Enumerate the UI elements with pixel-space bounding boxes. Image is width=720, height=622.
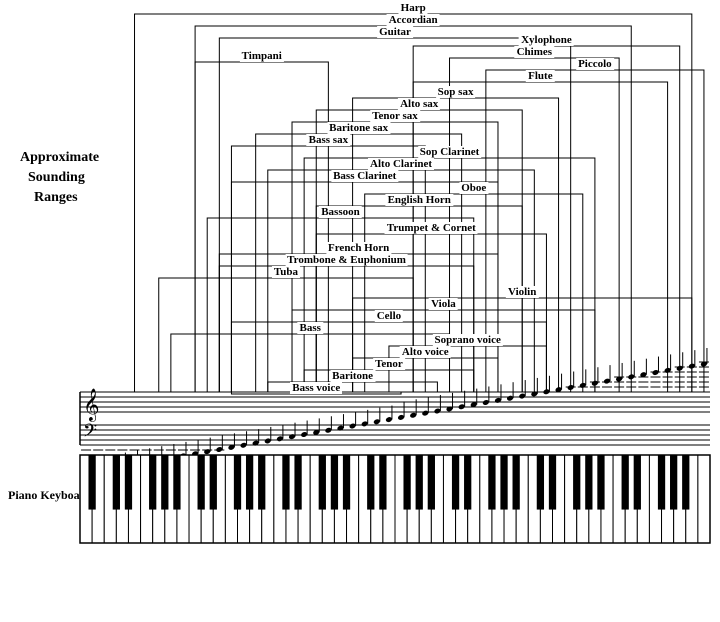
instrument-piccolo: Piccolo	[576, 58, 614, 70]
instrument-bass: Bass	[297, 322, 322, 334]
instrument-baritone-sax: Baritone sax	[327, 122, 390, 134]
instrument-flute: Flute	[526, 70, 554, 82]
instrument-sop-sax: Sop sax	[436, 86, 476, 98]
instrument-baritone: Baritone	[330, 370, 375, 382]
svg-text:𝄢: 𝄢	[83, 420, 97, 445]
instrument-oboe: Oboe	[459, 182, 488, 194]
instrument-guitar: Guitar	[377, 26, 413, 38]
instrument-bass-clarinet: Bass Clarinet	[331, 170, 398, 182]
instrument-alto-clarinet: Alto Clarinet	[368, 158, 434, 170]
instrument-french-horn: French Horn	[326, 242, 391, 254]
instrument-violin: Violin	[506, 286, 538, 298]
instrument-harp: Harp	[399, 2, 428, 14]
instrument-viola: Viola	[429, 298, 458, 310]
svg-text:𝄞: 𝄞	[83, 389, 100, 422]
range-diagram: { "title_lines": ["Approximate","Soundin…	[0, 0, 720, 622]
diagram-svg: 𝄞𝄢	[0, 0, 720, 622]
instrument-english-horn: English Horn	[386, 194, 453, 206]
instrument-trumpet-cornet: Trumpet & Cornet	[385, 222, 478, 234]
instrument-chimes: Chimes	[515, 46, 554, 58]
instrument-soprano-voice: Soprano voice	[433, 334, 503, 346]
instrument-alto-voice: Alto voice	[400, 346, 451, 358]
instrument-xylophone: Xylophone	[519, 34, 574, 46]
instrument-bassoon: Bassoon	[319, 206, 362, 218]
instrument-accordian: Accordian	[387, 14, 440, 26]
instrument-sop-clarinet: Sop Clarinet	[418, 146, 482, 158]
instrument-bass-voice: Bass voice	[290, 382, 342, 394]
instrument-alto-sax: Alto sax	[398, 98, 440, 110]
instrument-timpani: Timpani	[240, 50, 284, 62]
instrument-trombone-euphonium: Trombone & Euphonium	[285, 254, 408, 266]
instrument-tuba: Tuba	[272, 266, 300, 278]
instrument-tenor: Tenor	[373, 358, 405, 370]
instrument-bass-sax: Bass sax	[307, 134, 350, 146]
instrument-cello: Cello	[375, 310, 403, 322]
instrument-tenor-sax: Tenor sax	[370, 110, 420, 122]
